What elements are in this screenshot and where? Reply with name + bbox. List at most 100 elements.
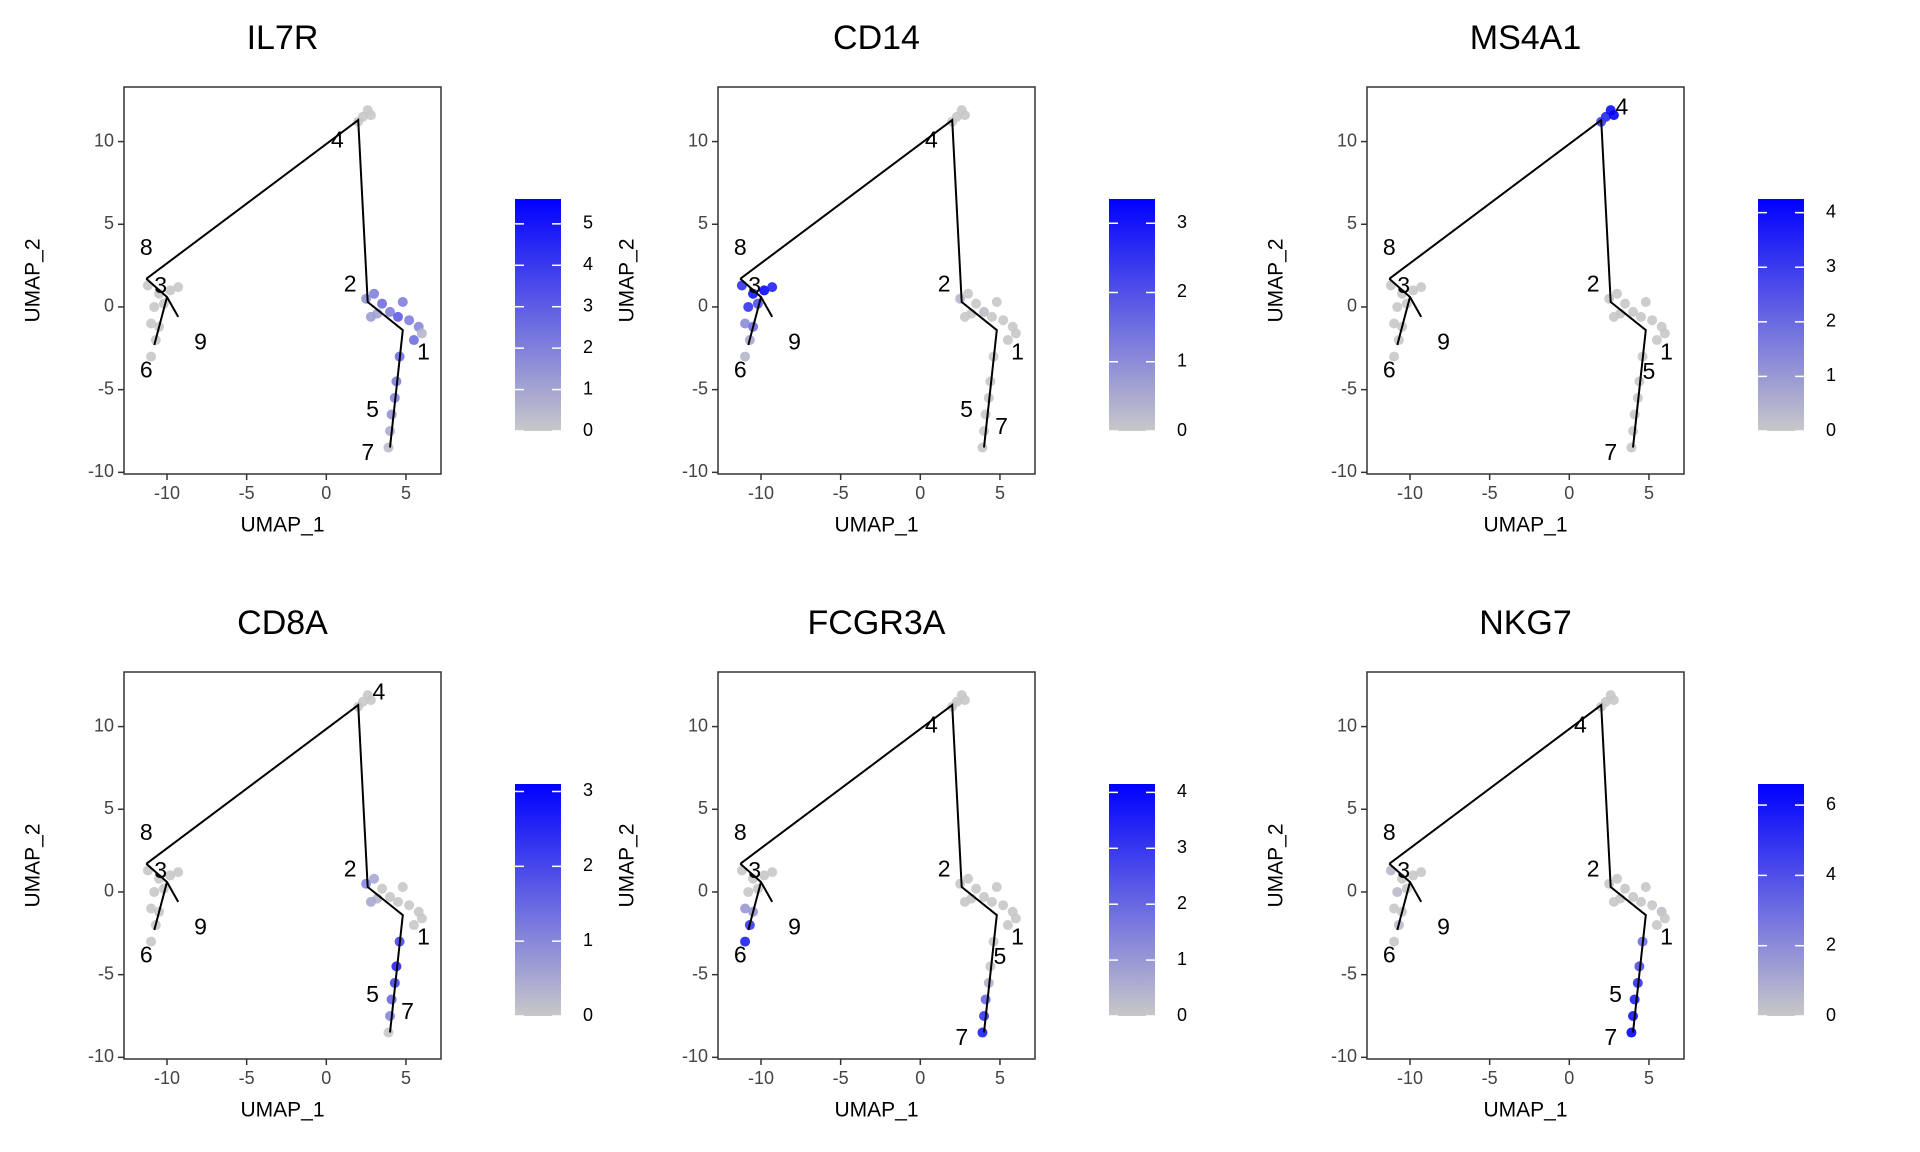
node-label: 1 [1011, 923, 1024, 949]
x-tick-label: 0 [915, 1068, 925, 1088]
node-label: 8 [1383, 234, 1396, 260]
cell-point [1647, 900, 1658, 911]
node-label: 6 [734, 942, 747, 968]
colorbar-label: 3 [1177, 837, 1187, 857]
node-label: 8 [734, 234, 747, 260]
plot-frame [717, 671, 1036, 1060]
x-tick-label: -5 [833, 483, 849, 503]
x-tick-label: -5 [1482, 1068, 1498, 1088]
x-tick-label: -10 [748, 1068, 774, 1088]
colorbar [515, 784, 561, 1016]
node-label: 9 [194, 328, 207, 354]
node-label: 3 [748, 857, 761, 883]
cell-point [173, 282, 184, 293]
node-label: 3 [1397, 857, 1410, 883]
node-label: 4 [925, 127, 938, 153]
node-label: 3 [154, 857, 167, 883]
cell-point [1647, 315, 1658, 326]
node-label: 9 [194, 913, 207, 939]
cell-point [365, 110, 376, 121]
colorbar-label: 0 [1177, 1005, 1187, 1025]
node-label: 7 [1604, 1024, 1617, 1050]
panel-title: MS4A1 [1470, 19, 1582, 57]
plot-frame [123, 671, 442, 1060]
node-label: 1 [1011, 338, 1024, 364]
x-axis-label: UMAP_1 [1483, 514, 1567, 537]
node-label: 2 [1587, 271, 1600, 297]
y-tick-label: 5 [698, 798, 708, 818]
plot-frame [1366, 671, 1685, 1060]
cell-point [1640, 297, 1651, 307]
y-tick-label: 10 [1337, 715, 1357, 735]
trajectory [145, 703, 404, 1033]
node-label: 8 [140, 819, 153, 845]
cell-point [991, 297, 1002, 307]
colorbar-label: 1 [583, 378, 593, 398]
cell-point [149, 886, 160, 897]
cell-point [1389, 318, 1400, 329]
cell-point [1389, 903, 1400, 914]
x-axis-label: UMAP_1 [240, 1099, 324, 1122]
cell-point [963, 873, 974, 884]
cell-point [1626, 1027, 1637, 1038]
y-tick-label: 0 [1347, 881, 1357, 901]
cell-point [979, 1011, 990, 1021]
colorbar [1758, 784, 1804, 1016]
cell-point [146, 351, 157, 362]
cell-point [416, 328, 427, 339]
node-label: 8 [140, 234, 153, 260]
node-label: 9 [1437, 913, 1450, 939]
x-tick-label: 0 [1564, 483, 1574, 503]
node-label: 6 [140, 357, 153, 383]
colorbar [1109, 784, 1155, 1016]
node-label: 7 [401, 998, 414, 1024]
colorbar-label: 1 [1177, 350, 1187, 370]
colorbar-label: 0 [583, 420, 593, 440]
cell-point [385, 891, 396, 902]
y-tick-label: 5 [1347, 213, 1357, 233]
node-label: 3 [154, 272, 167, 298]
colorbar-label: 1 [1177, 949, 1187, 969]
colorbar-label: 3 [1826, 256, 1836, 276]
trajectory [739, 703, 998, 1033]
x-tick-label: 0 [1564, 1068, 1574, 1088]
cell-point [979, 891, 990, 902]
node-label: 6 [734, 357, 747, 383]
node-label: 8 [1383, 819, 1396, 845]
colorbar-label: 4 [583, 254, 593, 274]
y-axis-label: UMAP_2 [616, 238, 639, 322]
cell-point [146, 903, 157, 914]
cell-point [979, 426, 990, 436]
cell-point [1628, 306, 1639, 317]
colorbar-label: 1 [583, 930, 593, 950]
cell-point [977, 442, 988, 453]
cell-point [1651, 920, 1662, 931]
y-axis-label: UMAP_2 [22, 823, 45, 907]
cell-point [986, 896, 997, 907]
y-tick-label: -5 [692, 378, 708, 398]
cell-point [1640, 882, 1651, 892]
y-tick-label: -10 [1331, 461, 1357, 481]
cell-point [386, 994, 397, 1005]
cell-point [165, 285, 176, 296]
x-axis-label: UMAP_1 [834, 1099, 918, 1122]
cell-point [959, 110, 970, 121]
node-label: 6 [1383, 357, 1396, 383]
cell-point [146, 318, 157, 329]
cell-point [383, 442, 394, 453]
node-label: 2 [938, 856, 951, 882]
y-tick-label: -10 [88, 461, 114, 481]
cell-point [1408, 285, 1419, 296]
node-label: 8 [734, 819, 747, 845]
colorbar-label: 4 [1826, 201, 1836, 221]
trajectory [145, 118, 404, 448]
cell-point [759, 870, 770, 881]
colorbar-label: 3 [1177, 212, 1187, 232]
node-label: 2 [1587, 856, 1600, 882]
x-tick-label: 0 [321, 483, 331, 503]
node-label: 6 [1383, 942, 1396, 968]
cell-point [1608, 896, 1619, 907]
node-label: 5 [1643, 358, 1656, 384]
colorbar-label: 2 [583, 337, 593, 357]
